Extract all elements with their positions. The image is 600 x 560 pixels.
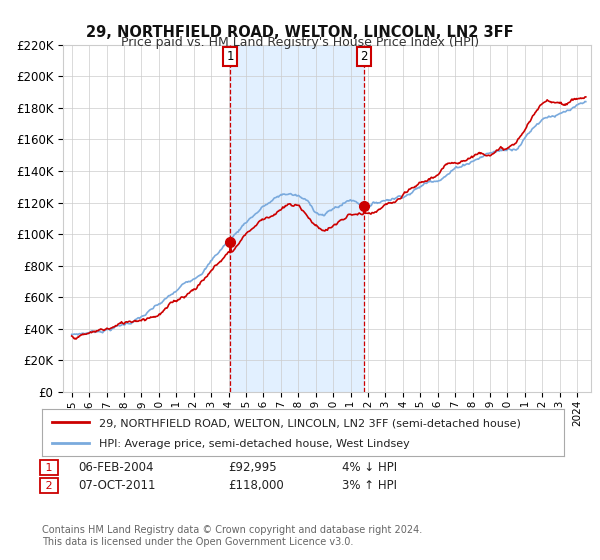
Text: 4% ↓ HPI: 4% ↓ HPI <box>342 461 397 474</box>
Bar <box>230 45 364 392</box>
Text: 2: 2 <box>360 50 368 63</box>
Text: £118,000: £118,000 <box>228 479 284 492</box>
Text: Contains HM Land Registry data © Crown copyright and database right 2024.
This d: Contains HM Land Registry data © Crown c… <box>42 525 422 547</box>
Text: £92,995: £92,995 <box>228 461 277 474</box>
Text: Price paid vs. HM Land Registry's House Price Index (HPI): Price paid vs. HM Land Registry's House … <box>121 36 479 49</box>
Text: 3% ↑ HPI: 3% ↑ HPI <box>342 479 397 492</box>
Text: HPI: Average price, semi-detached house, West Lindsey: HPI: Average price, semi-detached house,… <box>100 439 410 449</box>
Text: 1: 1 <box>42 463 56 473</box>
Text: 29, NORTHFIELD ROAD, WELTON, LINCOLN, LN2 3FF (semi-detached house): 29, NORTHFIELD ROAD, WELTON, LINCOLN, LN… <box>100 418 521 428</box>
Text: 2: 2 <box>42 480 56 491</box>
Text: 1: 1 <box>226 50 234 63</box>
Text: 29, NORTHFIELD ROAD, WELTON, LINCOLN, LN2 3FF: 29, NORTHFIELD ROAD, WELTON, LINCOLN, LN… <box>86 25 514 40</box>
Text: 06-FEB-2004: 06-FEB-2004 <box>78 461 154 474</box>
Text: 07-OCT-2011: 07-OCT-2011 <box>78 479 155 492</box>
